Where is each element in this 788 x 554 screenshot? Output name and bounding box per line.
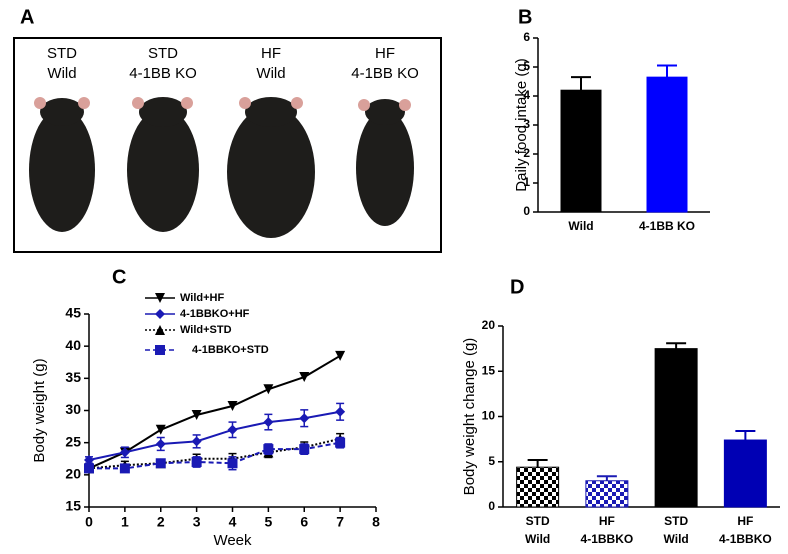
panel-letter: B [518,6,532,28]
x-tick-label: 5 [264,514,272,530]
y-tick-label: 3 [523,117,530,131]
bar [560,89,602,213]
x-tick-label: Wild [664,532,689,546]
x-tick-label: 4-1BBKO [719,532,772,546]
point [155,424,166,435]
y-tick-label: 30 [65,401,81,417]
legend-label: Wild+HF [180,292,224,304]
legend-marker [155,293,165,303]
legend-marker [155,345,165,355]
bar [585,480,629,508]
y-tick-label: 10 [482,409,496,423]
x-tick-label: Wild [568,219,593,233]
legend-label: Wild+STD [180,324,232,336]
point [227,458,238,469]
legend-marker [155,325,165,335]
point [191,436,202,447]
photo-label: STD [47,45,77,62]
y-tick-label: 5 [523,59,530,73]
panel-letter: A [20,6,34,28]
y-tick-label: 1 [523,175,530,189]
y-tick-label: 35 [65,369,81,385]
point [191,410,202,421]
y-tick-label: 45 [65,305,81,321]
series-line [89,441,341,470]
y-tick-label: 5 [488,454,495,468]
bar [654,348,698,508]
point [335,350,346,361]
x-tick-label: 4-1BB KO [639,219,695,233]
legend-marker [155,309,165,319]
x-tick-label: STD [526,514,550,528]
bar [646,76,688,213]
legend-label: 4-1BBKO+STD [192,344,269,356]
y-tick-label: 4 [523,88,530,102]
y-tick-label: 0 [488,499,495,513]
x-tick-label: 1 [121,514,129,530]
y-tick-label: 15 [65,498,81,514]
point [227,400,238,411]
y-tick-label: 15 [482,363,496,377]
legend-label: 4-1BBKO+HF [180,308,250,320]
x-tick-label: 8 [372,514,380,530]
y-axis-label: Daily food intake (g) [513,58,530,191]
y-axis-label: Body weight (g) [31,358,48,462]
point [335,406,346,417]
x-tick-label: Wild [525,532,550,546]
bar [516,466,560,508]
y-tick-label: 25 [65,433,81,449]
x-tick-label: 4-1BBKO [581,532,634,546]
y-axis-label: Body weight change (g) [461,338,478,496]
series-line [88,410,341,462]
photo-label: Wild [47,65,76,82]
point [335,437,346,448]
photo-label: STD [148,45,178,62]
mice [29,97,414,238]
y-tick-label: 20 [482,318,496,332]
x-tick-label: 4 [229,514,237,530]
photo-label: HF [375,45,395,62]
x-tick-label: STD [664,514,688,528]
point [299,413,310,424]
panel-letter: C [112,266,126,288]
y-tick-label: 0 [523,204,530,218]
point [299,444,310,455]
photo-label: Wild [256,65,285,82]
point [119,447,130,458]
x-tick-label: HF [737,514,753,528]
x-tick-label: 7 [336,514,344,530]
point [263,417,274,428]
point [155,458,166,469]
point [299,372,310,383]
ears [34,97,411,111]
x-tick-label: 3 [193,514,201,530]
point [84,455,94,466]
y-tick-label: 40 [65,337,81,353]
photo-panel: A [13,6,442,253]
x-tick-label: 6 [300,514,308,530]
x-axis-label: Week [213,532,252,549]
x-tick-label: 2 [157,514,165,530]
point [84,463,94,474]
photo-label: 4-1BB KO [129,65,197,82]
series-line [88,354,341,470]
y-tick-label: 6 [523,30,530,44]
panel-letter: D [510,276,524,298]
y-tick-label: 2 [523,146,530,160]
point [119,463,130,474]
photo-label: 4-1BB KO [351,65,419,82]
point [227,424,238,435]
photo-label: HF [261,45,281,62]
point [155,438,166,449]
x-tick-label: 0 [85,514,93,530]
bar [723,439,767,508]
point [263,384,274,395]
point [191,456,202,467]
point [263,444,274,455]
x-tick-label: HF [599,514,615,528]
y-tick-label: 20 [65,466,81,482]
